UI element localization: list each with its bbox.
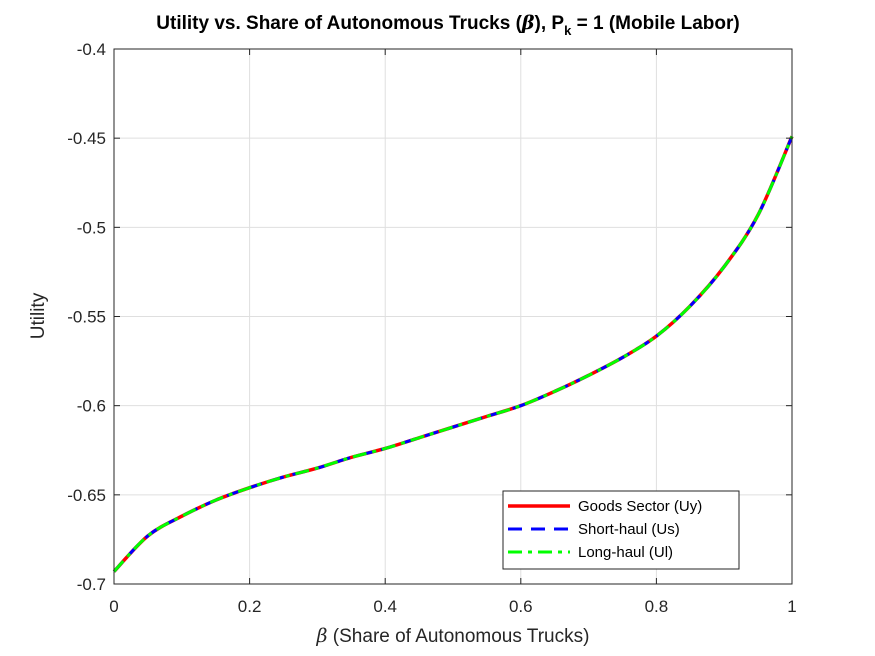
y-tick-label: -0.5	[77, 218, 106, 237]
x-tick-label: 0.8	[645, 597, 669, 616]
x-tick-label: 0.6	[509, 597, 533, 616]
y-axis-label: Utility	[28, 292, 49, 339]
y-tick-labels: -0.7 -0.65 -0.6 -0.55 -0.5 -0.45 -0.4	[67, 40, 106, 594]
y-tick-label: -0.55	[67, 308, 106, 327]
series-line-short-haul	[112, 135, 794, 573]
data-lines	[112, 135, 794, 573]
legend-label: Long-haul (Ul)	[578, 544, 673, 561]
x-tick-label: 0	[109, 597, 118, 616]
y-tick-label: -0.6	[77, 397, 106, 416]
y-tick-label: -0.4	[77, 40, 106, 59]
y-tick-label: -0.65	[67, 486, 106, 505]
chart-title: Utility vs. Share of Autonomous Trucks (…	[156, 12, 739, 38]
series-line-long-haul	[112, 135, 794, 573]
y-tick-label: -0.45	[67, 129, 106, 148]
y-tick-label: -0.7	[77, 575, 106, 594]
x-tick-label: 0.4	[373, 597, 397, 616]
tick-marks	[113, 48, 793, 585]
x-tick-label: 1	[787, 597, 796, 616]
x-axis-label: β (Share of Autonomous Trucks)	[316, 625, 590, 647]
x-tick-label: 0.2	[238, 597, 262, 616]
legend-label: Goods Sector (Uy)	[578, 498, 702, 515]
x-tick-labels: 0 0.2 0.4 0.6 0.8 1	[109, 597, 796, 616]
legend: Goods Sector (Uy) Short-haul (Us) Long-hau…	[502, 490, 740, 570]
legend-label: Short-haul (Us)	[578, 521, 680, 538]
